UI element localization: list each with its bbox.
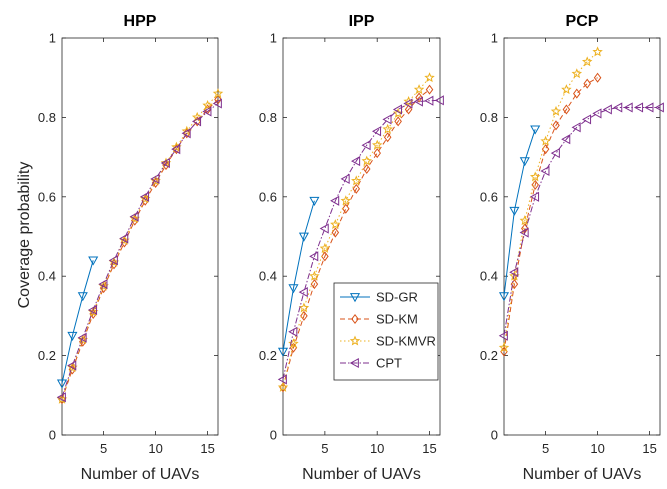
x-tick-label: 15 [200,441,214,456]
x-tick-label: 15 [422,441,436,456]
y-tick-label: 0 [49,428,56,443]
panel-title: PCP [566,13,599,30]
axes-box [62,38,218,435]
y-tick-label: 0.4 [480,269,498,284]
x-axis-label: Number of UAVs [302,466,421,483]
y-axis-label: Coverage probability [16,162,33,309]
panel-pcp: 00.20.40.60.815 10 15PCPNumber of UAVs [480,13,663,483]
y-tick-label: 0.8 [480,110,498,125]
y-tick-label: 0.4 [38,269,56,284]
panel-title: HPP [124,13,157,30]
x-axis-label: Number of UAVs [523,466,642,483]
legend-label: SD-KMVR [376,334,436,349]
y-tick-label: 0.2 [259,348,277,363]
y-tick-label: 0.6 [480,189,498,204]
x-tick-label: 10 [590,441,604,456]
x-tick-label: 5 [100,441,107,456]
panel-ipp: 00.20.40.60.815 10 15IPPNumber of UAVs [259,13,443,483]
legend-label: SD-KM [376,312,418,327]
legend-label: SD-GR [376,290,418,305]
y-tick-label: 0 [270,428,277,443]
y-tick-label: 1 [49,31,56,46]
y-tick-label: 0.8 [259,110,277,125]
x-tick-label: 10 [148,441,162,456]
panels: 00.20.40.60.815 10 15HPPNumber of UAVs00.2… [38,13,663,483]
y-tick-label: 1 [270,31,277,46]
legend-label: CPT [376,356,402,371]
y-tick-label: 0.8 [38,110,56,125]
y-tick-label: 1 [491,31,498,46]
y-tick-label: 0.6 [38,189,56,204]
x-axis-label: Number of UAVs [81,466,200,483]
x-tick-label: 5 [321,441,328,456]
legend: SD-GR SD-KM SD-KMVR CPT [334,283,438,380]
y-tick-label: 0.2 [38,348,56,363]
x-tick-label: 5 [542,441,549,456]
x-tick-label: 10 [370,441,384,456]
y-tick-label: 0.6 [259,189,277,204]
y-tick-label: 0.2 [480,348,498,363]
panel-title: IPP [349,13,375,30]
y-tick-label: 0.4 [259,269,277,284]
y-tick-label: 0 [491,428,498,443]
x-tick-label: 15 [642,441,656,456]
